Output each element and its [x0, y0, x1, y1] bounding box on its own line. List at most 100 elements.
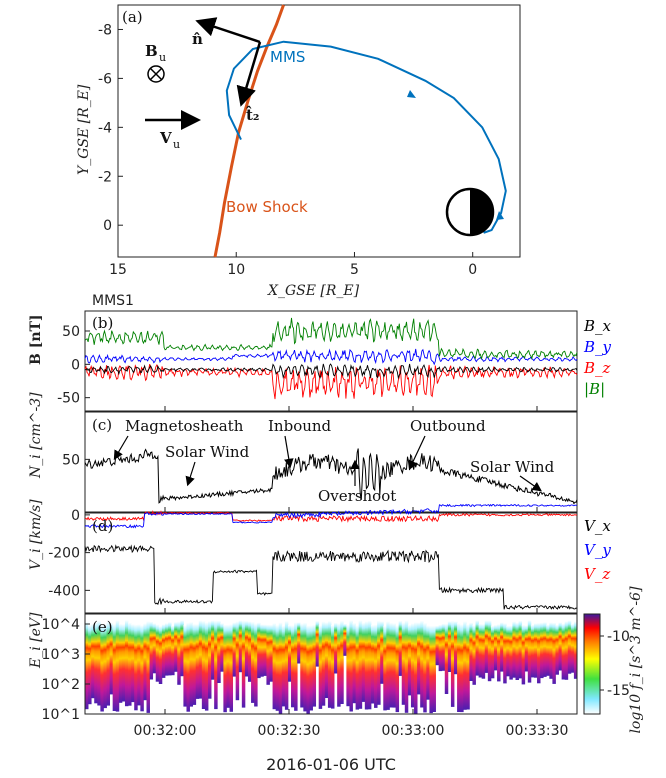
ni-line	[84, 448, 578, 505]
spec-column	[337, 623, 341, 707]
spec-column	[392, 623, 396, 708]
spec-column	[272, 623, 277, 710]
bow-shock-curve	[213, 4, 285, 258]
spec-column	[149, 621, 154, 680]
spec-column	[263, 624, 267, 676]
vu-subscript: u	[173, 138, 180, 151]
c-annotation-arrow	[113, 435, 129, 461]
b-series-1	[84, 348, 578, 366]
spec-column	[389, 622, 393, 708]
panel-e-frame	[84, 613, 578, 715]
time-tick-label: 00:33:00	[382, 723, 445, 739]
earth-icon	[445, 187, 495, 237]
colorbar-tick-label: -10	[607, 629, 630, 645]
spec-column	[475, 620, 480, 676]
spec-column	[441, 623, 446, 671]
panel-b-ylabel: B [nT]	[28, 314, 44, 365]
panel-a-frame	[117, 4, 521, 258]
panel-c-frame	[84, 411, 578, 513]
panel-a-xtick-label: 10	[227, 262, 245, 278]
spec-column	[404, 620, 409, 713]
spec-column	[315, 621, 320, 667]
spec-column	[324, 622, 329, 698]
panel-c: (c) 50 N_i [cm^-3] Magnetosheath Solar Wi…	[28, 392, 578, 513]
time-tick-label: 00:32:30	[258, 723, 321, 739]
bow-shock-label: Bow Shock	[226, 198, 308, 216]
spec-column	[564, 621, 569, 680]
spec-column	[383, 625, 387, 711]
spec-column	[112, 623, 117, 711]
panel-a-ytick-label: 0	[103, 218, 112, 234]
spec-column	[377, 620, 381, 705]
spec-column	[309, 625, 313, 711]
spec-column	[355, 625, 360, 710]
mms1-title: MMS1	[92, 293, 134, 309]
spec-column	[195, 624, 200, 699]
c-annotation-text: Inbound	[268, 417, 332, 435]
spec-column	[380, 621, 384, 684]
spec-column	[97, 620, 101, 706]
mms-label: MMS	[270, 48, 305, 66]
spec-column	[152, 623, 157, 674]
d-legend-entry: V_z	[584, 565, 610, 583]
panel-a-ytick-label: -6	[98, 71, 112, 87]
spec-column	[367, 620, 372, 710]
spec-column	[420, 620, 424, 708]
spec-column	[303, 622, 307, 712]
spec-column	[414, 622, 418, 714]
spec-column	[94, 622, 98, 704]
spec-column	[438, 624, 443, 672]
spec-column	[450, 620, 455, 707]
spec-column	[88, 625, 92, 705]
panel-d-ytick-label: -400	[48, 583, 80, 599]
spec-column	[524, 625, 529, 672]
c-annotation-arrow	[408, 435, 426, 471]
spec-column	[297, 622, 301, 664]
spec-column	[204, 622, 209, 711]
spec-column	[527, 620, 532, 683]
spec-column	[158, 626, 163, 684]
panel-d-ytick-label: 0	[71, 508, 80, 524]
spec-column	[291, 625, 295, 708]
c-annotation-arrow	[185, 461, 196, 487]
spec-column	[201, 620, 206, 709]
spec-column	[192, 623, 197, 705]
spec-column	[530, 624, 535, 678]
b-legend-entry: B_z	[583, 359, 611, 377]
panel-b-frame	[84, 310, 578, 412]
panel-a-ytick-label: -2	[98, 169, 112, 185]
spec-column	[300, 623, 304, 708]
c-annotation-arrow	[519, 475, 542, 492]
panel-e-ytick-label: 10^1	[42, 707, 80, 723]
spec-column	[552, 622, 556, 684]
t2-hat-label: t̂₂	[246, 105, 260, 124]
panel-c-annotations: Magnetosheath Solar Wind Inbound Outbound Ov…	[113, 417, 555, 505]
spec-column	[254, 623, 258, 707]
vu-label: V	[159, 129, 172, 147]
spec-column	[260, 624, 264, 677]
spec-column	[100, 624, 104, 712]
spec-column	[370, 624, 375, 704]
spec-column	[407, 624, 412, 696]
spec-column	[567, 620, 572, 674]
panel-e: (e) 10^1 10^2 10^3 10^4 E_i [eV] -10 -15 log…	[28, 586, 644, 734]
spec-column	[546, 624, 550, 676]
spec-column	[374, 624, 378, 708]
spec-column	[217, 620, 221, 683]
spec-column	[223, 624, 227, 713]
c-annotation-text: Magnetosheath	[125, 417, 244, 435]
panel-d-ytick-label: -200	[48, 546, 80, 562]
time-tick-label: 00:32:00	[134, 723, 197, 739]
spec-column	[121, 624, 126, 702]
spec-column	[118, 623, 123, 703]
spec-column	[312, 624, 317, 707]
spec-column	[208, 621, 212, 699]
spec-column	[180, 620, 184, 677]
into-page-icon	[147, 65, 165, 83]
spec-column	[124, 620, 129, 707]
c-annotation-text: Overshoot	[318, 487, 396, 505]
spec-column	[235, 621, 240, 701]
spec-column	[284, 620, 289, 710]
b-legend-entry: |B|	[584, 380, 605, 398]
spec-column	[410, 623, 415, 708]
